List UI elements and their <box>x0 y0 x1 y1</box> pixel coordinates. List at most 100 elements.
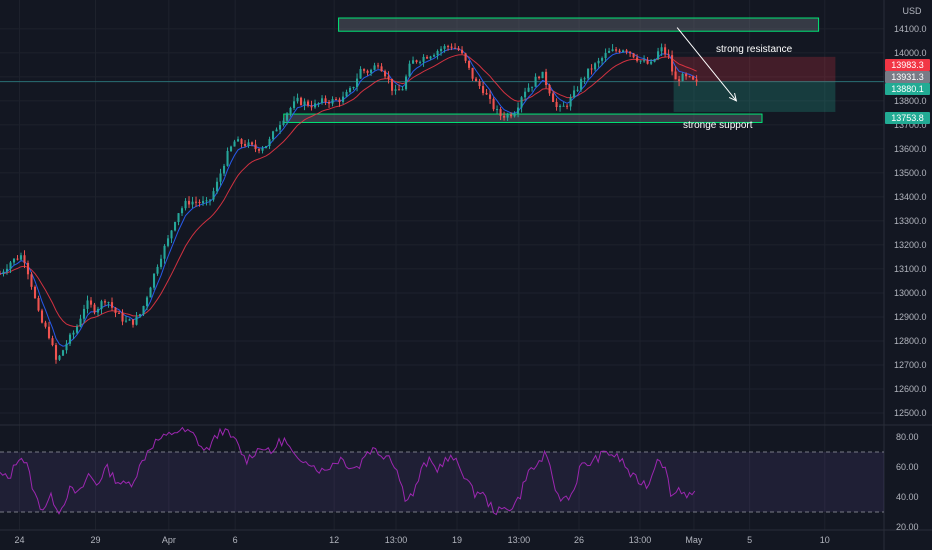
candle-body <box>436 51 439 56</box>
candle-body <box>489 94 492 99</box>
candle-body <box>398 89 401 91</box>
price-tick-label: 13500.0 <box>894 168 927 178</box>
candle-body <box>604 52 607 59</box>
candle-body <box>447 46 450 48</box>
candle-body <box>387 76 390 79</box>
candle-body <box>79 318 82 327</box>
candle-body <box>363 69 366 71</box>
candle-body <box>0 273 2 275</box>
candle-body <box>559 105 562 108</box>
candle-body <box>254 144 257 150</box>
price-tag-background <box>885 112 930 124</box>
candle-body <box>205 200 208 202</box>
candle-body <box>40 310 44 323</box>
candle-body <box>75 326 79 333</box>
candle-body <box>96 308 100 313</box>
candle-body <box>478 81 481 87</box>
candle-body <box>240 139 243 144</box>
candle-body <box>643 60 646 62</box>
candle-body <box>534 76 537 87</box>
time-tick-label: 13:00 <box>629 535 652 545</box>
candle-body <box>583 78 586 80</box>
candle-body <box>177 213 180 223</box>
candle-body <box>373 65 376 70</box>
candle-body <box>464 53 467 61</box>
candle-body <box>271 131 275 140</box>
price-axis[interactable]: USD 14100.014000.013900.013800.013700.01… <box>894 6 927 418</box>
candle-body <box>198 201 201 203</box>
candle-body <box>320 98 324 103</box>
candle-body <box>408 63 411 77</box>
candle-body <box>555 101 558 108</box>
candle-body <box>93 304 96 313</box>
candle-body <box>503 115 506 118</box>
drawing-annotations[interactable]: strong resistance stronge support <box>0 17 884 131</box>
candle-body <box>485 93 488 95</box>
resistance-label: strong resistance <box>716 44 793 55</box>
candle-body <box>671 55 674 72</box>
candle-body <box>580 79 583 90</box>
time-tick-label: 29 <box>90 535 100 545</box>
time-tick-label: 26 <box>574 535 584 545</box>
candle-body <box>520 97 523 108</box>
forecast-arrow <box>676 27 737 102</box>
candle-body <box>299 97 303 106</box>
candle-body <box>601 58 604 61</box>
candle-body <box>44 322 47 327</box>
candle-body <box>450 46 453 48</box>
price-tick-label: 12500.0 <box>894 408 927 418</box>
candle-body <box>229 146 233 151</box>
candle-body <box>170 230 173 239</box>
candle-body <box>135 316 138 325</box>
price-tag-background <box>885 59 930 71</box>
candle-body <box>681 73 684 81</box>
candle-body <box>657 51 660 60</box>
candle-body <box>401 89 404 91</box>
time-tick-label: 13:00 <box>508 535 531 545</box>
candle-body <box>629 51 632 54</box>
candle-body <box>632 53 635 58</box>
candle-body <box>674 71 677 80</box>
currency-label: USD <box>902 6 922 16</box>
candle-body <box>278 125 282 130</box>
candle-body <box>660 47 663 52</box>
candle-body <box>121 313 124 322</box>
candle-body <box>128 319 131 321</box>
candle-body <box>37 298 40 311</box>
candle-body <box>184 200 187 209</box>
candle-body <box>461 49 464 54</box>
candle-body <box>103 301 107 303</box>
candle-body <box>68 334 72 344</box>
candle-body <box>268 139 271 147</box>
candle-body <box>317 102 320 104</box>
rsi-line <box>0 426 696 516</box>
price-tick-label: 12900.0 <box>894 312 927 322</box>
candle-body <box>562 105 565 107</box>
time-tick-label: 12 <box>329 535 339 545</box>
candle-body <box>576 89 579 91</box>
candle-body <box>391 78 394 91</box>
rsi-axis: 80.00 60.00 40.00 20.00 <box>896 432 919 532</box>
time-tick-label: 6 <box>233 535 238 545</box>
price-tick-label: 12600.0 <box>894 384 927 394</box>
candle-body <box>492 98 495 110</box>
candle-body <box>496 109 499 111</box>
candle-body <box>191 201 194 205</box>
candle-body <box>114 307 117 313</box>
candle-body <box>152 273 156 288</box>
candle-body <box>173 222 177 231</box>
candle-body <box>419 61 422 63</box>
candle-body <box>688 76 691 78</box>
candle-body <box>86 300 89 309</box>
candle-body <box>538 76 541 79</box>
candle-body <box>163 245 166 259</box>
candle-body <box>247 142 250 146</box>
candlestick-series <box>0 43 698 364</box>
candle-body <box>313 103 317 108</box>
price-tag-label: 13983.3 <box>891 60 924 70</box>
time-axis[interactable]: 24 29 Apr 6 12 13:00 19 13:00 26 13:00 May 5 10 <box>14 535 829 545</box>
candle-body <box>587 68 590 79</box>
